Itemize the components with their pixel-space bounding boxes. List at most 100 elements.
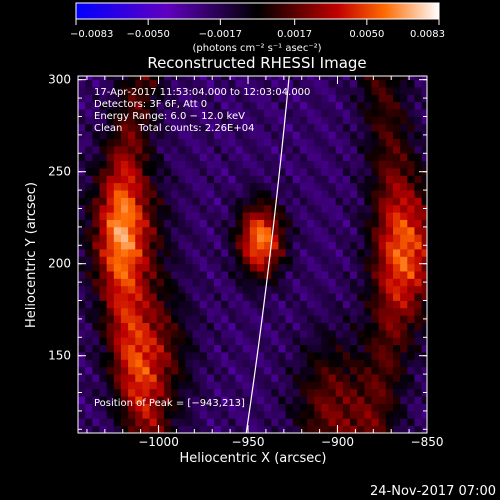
heatmap-cell: [178, 322, 186, 331]
heatmap-cell: [364, 329, 372, 338]
heatmap-cell: [120, 329, 129, 338]
heatmap-cell: [357, 241, 365, 250]
heatmap-cell: [228, 123, 236, 132]
heatmap-cell: [278, 168, 287, 176]
heatmap-cell: [328, 234, 337, 243]
heatmap-cell: [400, 94, 408, 103]
heatmap-cell: [271, 396, 279, 404]
heatmap-cell: [350, 204, 358, 213]
heatmap-cell: [278, 204, 287, 213]
heatmap-cell: [85, 131, 93, 139]
heatmap-cell: [292, 366, 301, 375]
heatmap-cell: [278, 366, 287, 375]
heatmap-cell: [271, 226, 279, 235]
heatmap-cell: [314, 123, 322, 132]
heatmap-cell: [178, 403, 186, 412]
heatmap-cell: [378, 219, 387, 228]
heatmap-cell: [228, 160, 236, 169]
heatmap-cell: [328, 175, 337, 184]
heatmap-cell: [156, 109, 165, 117]
heatmap-cell: [206, 315, 215, 323]
heatmap-cell: [264, 116, 272, 125]
heatmap-cell: [264, 131, 272, 139]
heatmap-cell: [85, 322, 93, 331]
heatmap-cell: [99, 256, 108, 265]
heatmap-cell: [78, 101, 86, 110]
heatmap-cell: [171, 374, 179, 382]
heatmap-cell: [364, 241, 372, 250]
heatmap-cell: [421, 256, 427, 265]
heatmap-cell: [149, 234, 158, 243]
heatmap-cell: [371, 410, 380, 419]
heatmap-cell: [299, 116, 308, 125]
heatmap-cell: [135, 271, 143, 279]
heatmap-cell: [171, 160, 179, 169]
heatmap-cell: [156, 329, 165, 338]
heatmap-cell: [335, 344, 344, 353]
heatmap-cell: [149, 116, 158, 125]
heatmap-cell: [163, 168, 172, 176]
heatmap-cell: [156, 315, 165, 323]
heatmap-cell: [192, 101, 201, 110]
heatmap-cell: [400, 175, 408, 184]
heatmap-cell: [256, 109, 265, 117]
heatmap-cell: [206, 160, 215, 169]
heatmap-cell: [285, 87, 294, 95]
heatmap-cell: [242, 234, 251, 243]
heatmap-cell: [357, 307, 365, 316]
heatmap-cell: [142, 226, 150, 235]
heatmap-cell: [421, 109, 427, 117]
heatmap-cell: [292, 197, 301, 206]
heatmap-cell: [199, 212, 208, 220]
heatmap-cell: [149, 307, 158, 316]
heatmap-cell: [235, 197, 244, 206]
heatmap-cell: [242, 315, 251, 323]
heatmap-cell: [156, 410, 165, 419]
heatmap-cell: [278, 396, 287, 404]
heatmap-cell: [350, 160, 358, 169]
heatmap-cell: [171, 256, 179, 265]
heatmap-cell: [99, 381, 108, 390]
x-tick-label: −1000: [138, 435, 179, 449]
heatmap-cell: [142, 293, 150, 301]
heatmap-cell: [149, 410, 158, 419]
heatmap-cell: [357, 329, 365, 338]
heatmap-cell: [163, 248, 172, 257]
heatmap-cell: [350, 248, 358, 257]
heatmap-cell: [285, 410, 294, 419]
heatmap-cell: [120, 425, 129, 433]
heatmap-cell: [199, 190, 208, 198]
heatmap-cell: [407, 234, 415, 243]
heatmap-cell: [128, 322, 136, 331]
heatmap-cell: [128, 131, 136, 139]
heatmap-cell: [285, 344, 294, 353]
heatmap-cell: [328, 322, 337, 331]
heatmap-cell: [163, 418, 172, 427]
heatmap-cell: [400, 101, 408, 110]
heatmap-cell: [185, 403, 193, 412]
heatmap-cell: [350, 219, 358, 228]
heatmap-cell: [120, 234, 129, 243]
heatmap-cell: [256, 256, 265, 265]
heatmap-cell: [378, 271, 387, 279]
heatmap-cell: [407, 182, 415, 191]
heatmap-cell: [206, 182, 215, 191]
heatmap-cell: [92, 271, 100, 279]
heatmap-cell: [335, 182, 344, 191]
heatmap-cell: [228, 190, 236, 198]
heatmap-cell: [142, 256, 150, 265]
heatmap-cell: [228, 131, 236, 139]
heatmap-cell: [264, 175, 272, 184]
heatmap-cell: [342, 388, 351, 397]
heatmap-cell: [414, 190, 423, 198]
heatmap-cell: [113, 300, 122, 309]
heatmap-cell: [85, 315, 93, 323]
heatmap-cell: [135, 344, 143, 353]
heatmap-cell: [156, 234, 165, 243]
heatmap-cell: [421, 219, 427, 228]
heatmap-cell: [314, 285, 322, 294]
heatmap-cell: [256, 138, 265, 147]
heatmap-cell: [414, 197, 423, 206]
heatmap-cell: [78, 418, 86, 427]
